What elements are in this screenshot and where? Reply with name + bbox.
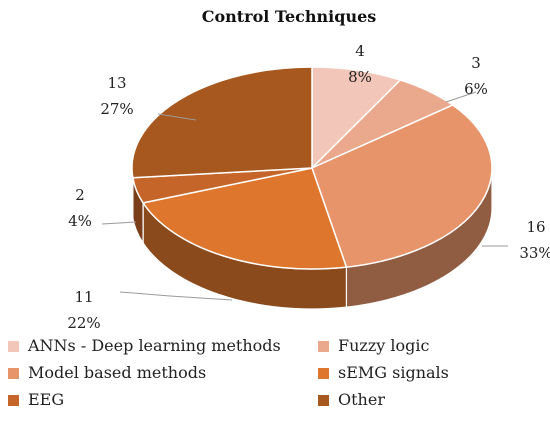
legend-item-3: sEMG signals bbox=[318, 363, 538, 383]
legend-item-1: Fuzzy logic bbox=[318, 336, 538, 356]
legend-item-0: ANNs - Deep learning methods bbox=[8, 336, 318, 356]
slice-percent-label-1: 6% bbox=[464, 80, 488, 98]
chart-title: Control Techniques bbox=[202, 7, 377, 26]
legend-swatch-3 bbox=[318, 367, 329, 379]
pie-tops bbox=[131, 66, 493, 270]
slice-value-label-2: 16 bbox=[526, 218, 545, 236]
legend-label-3: sEMG signals bbox=[338, 363, 449, 382]
pie-slice-5 bbox=[131, 66, 313, 179]
leader-line-1 bbox=[445, 91, 477, 103]
slice-percent-label-3: 22% bbox=[67, 314, 100, 330]
legend-swatch-0 bbox=[8, 340, 19, 352]
legend-label-1: Fuzzy logic bbox=[338, 336, 430, 355]
legend-label-0: ANNs - Deep learning methods bbox=[28, 336, 281, 355]
legend-label-4: EEG bbox=[28, 390, 65, 409]
legend-swatch-4 bbox=[8, 394, 19, 406]
slice-value-label-3: 11 bbox=[74, 288, 93, 306]
legend-label-5: Other bbox=[338, 390, 385, 409]
legend-label-2: Model based methods bbox=[28, 363, 207, 382]
slice-percent-label-2: 33% bbox=[519, 244, 550, 262]
pie-slice-3 bbox=[141, 167, 348, 270]
pie-slice-2 bbox=[311, 104, 493, 268]
slice-value-label-0: 4 bbox=[355, 42, 365, 60]
leader-line-4 bbox=[101, 221, 137, 225]
legend-swatch-2 bbox=[8, 367, 19, 379]
pie-slice-0 bbox=[311, 66, 402, 170]
pie-chart: Control Techniques 4 8% 3 6% 16 33% 11 22% 2 4% 13… bbox=[67, 7, 550, 330]
slice-percent-label-5: 27% bbox=[100, 100, 133, 118]
pie-labels: 4 8% 3 6% 16 33% 11 22% 2 4% 13 27% bbox=[67, 42, 550, 330]
slice-value-label-5: 13 bbox=[107, 74, 126, 92]
slice-percent-label-4: 4% bbox=[68, 212, 92, 230]
legend-swatch-5 bbox=[318, 394, 329, 406]
legend-item-5: Other bbox=[318, 390, 538, 410]
leader-line-3 bbox=[119, 291, 233, 301]
legend-swatch-1 bbox=[318, 340, 329, 352]
slice-value-label-1: 3 bbox=[471, 54, 481, 72]
legend-item-4: EEG bbox=[8, 390, 318, 410]
leader-line-5 bbox=[157, 113, 197, 121]
legend-item-2: Model based methods bbox=[8, 363, 318, 383]
legend: ANNs - Deep learning methods Fuzzy logic M… bbox=[8, 336, 548, 410]
slice-value-label-4: 2 bbox=[75, 186, 85, 204]
slice-percent-label-0: 8% bbox=[348, 68, 372, 86]
